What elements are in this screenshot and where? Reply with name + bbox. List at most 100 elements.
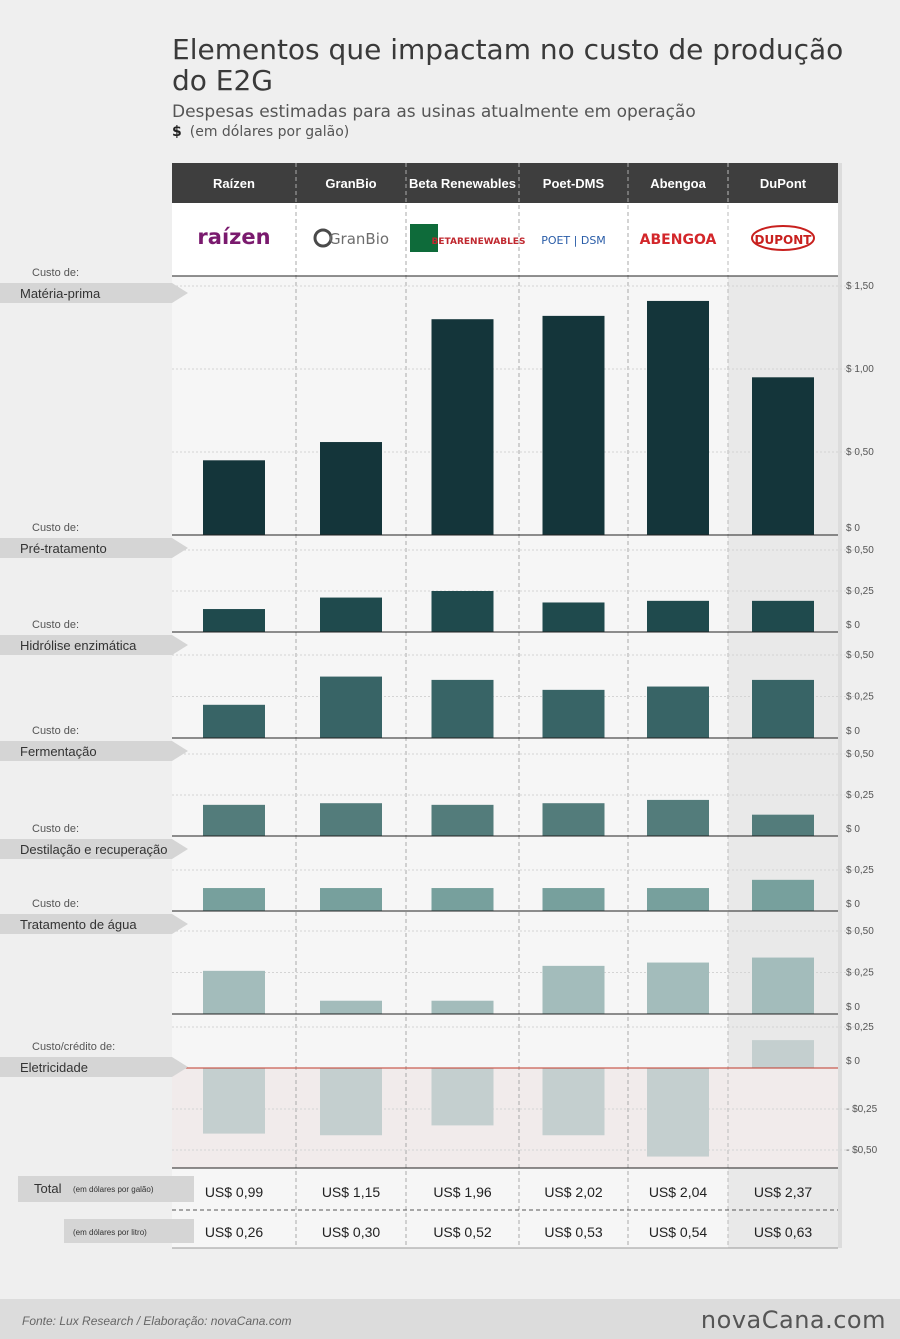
panel-prefix-label: Custo de: (32, 619, 79, 631)
total-per-liter: US$ 0,26 (205, 1224, 264, 1240)
beta-renewables-mark-icon (410, 224, 438, 252)
total-tag-background (18, 1176, 194, 1202)
y-tick-label: $ 0,25 (846, 865, 874, 876)
chart-shadow (838, 163, 842, 1248)
bar-4-0 (203, 888, 265, 911)
panel-prefix-label: Custo de: (32, 898, 79, 910)
y-tick-label: $ 0,25 (846, 586, 874, 597)
bar-1-2 (431, 591, 494, 632)
y-tick-label: $ 0,25 (846, 790, 874, 801)
y-tick-label: $ 0 (846, 620, 860, 631)
bar-4-2 (431, 888, 494, 911)
panel-tag-background (0, 914, 188, 934)
y-tick-label: - $0,50 (846, 1145, 878, 1156)
total-per-liter: US$ 0,30 (322, 1224, 381, 1240)
company-logo: DUPONT (755, 233, 813, 247)
panel-name-label: Matéria-prima (20, 286, 101, 301)
company-logo: ABENGOA (640, 232, 717, 248)
bar-3-1 (320, 803, 382, 836)
bar-5-0 (203, 970, 265, 1014)
y-tick-label: $ 0 (846, 523, 860, 534)
bar-0-4 (647, 300, 709, 535)
bar-2-5 (752, 679, 814, 738)
bar-5-3 (542, 965, 605, 1014)
bar-6-0 (203, 1068, 265, 1134)
unit-symbol: $ (172, 124, 182, 140)
y-tick-label: $ 0,50 (846, 650, 874, 661)
bar-4-4 (647, 888, 709, 911)
bar-6-4 (647, 1068, 709, 1157)
bar-4-1 (320, 888, 382, 911)
company-logo: GranBio (329, 230, 389, 248)
bar-2-0 (203, 704, 265, 738)
bar-0-2 (431, 319, 494, 535)
header-company-name: Poet-DMS (543, 176, 605, 191)
bar-1-0 (203, 609, 265, 632)
total-per-gallon: US$ 1,15 (322, 1184, 381, 1200)
bar-5-2 (431, 1000, 494, 1014)
bar-0-5 (752, 377, 814, 535)
bar-3-0 (203, 804, 265, 836)
dupont-oval-icon (751, 225, 815, 251)
y-tick-label: $ 0,25 (846, 1022, 874, 1033)
total-liter-note: (em dólares por litro) (73, 1228, 147, 1237)
panel-tag-background (0, 538, 188, 558)
panel-name-label: Hidrólise enzimática (20, 638, 137, 653)
bar-3-4 (647, 799, 709, 836)
total-per-liter: US$ 0,63 (754, 1224, 813, 1240)
bar-2-4 (647, 686, 709, 738)
header-company-name: Beta Renewables (409, 176, 516, 191)
y-tick-label: $ 1,50 (846, 281, 874, 292)
y-tick-label: $ 0 (846, 1056, 860, 1067)
unit-note: $ (em dólares por galão) (172, 124, 349, 140)
panel-name-label: Tratamento de água (20, 917, 137, 932)
bar-3-5 (752, 814, 814, 836)
y-tick-label: $ 0 (846, 1002, 860, 1013)
bar-5-5 (752, 957, 814, 1014)
header-company-name: Raízen (213, 176, 255, 191)
total-per-gallon: US$ 1,96 (433, 1184, 492, 1200)
bar-3-2 (431, 804, 494, 836)
cost-chart: Raízen raízen GranBio GranBio Beta Renewable… (0, 163, 878, 1249)
panel-tag-background (0, 635, 188, 655)
bar-0-1 (320, 442, 382, 535)
total-per-gallon: US$ 0,99 (205, 1184, 264, 1200)
panel-prefix-label: Custo de: (32, 267, 79, 279)
total-label: Total (34, 1181, 62, 1196)
liter-tag-background (64, 1219, 194, 1243)
total-per-liter: US$ 0,53 (544, 1224, 603, 1240)
header-company-name: GranBio (325, 176, 376, 191)
total-gallon-note: (em dólares por galão) (73, 1185, 154, 1194)
panel-prefix-label: Custo de: (32, 823, 79, 835)
company-logo: BETARENEWABLES (432, 237, 526, 247)
bar-4-3 (542, 888, 605, 911)
logo-row-background (172, 203, 838, 276)
total-per-gallon: US$ 2,37 (754, 1184, 813, 1200)
panel-prefix-label: Custo/crédito de: (32, 1041, 115, 1053)
y-tick-label: $ 0 (846, 824, 860, 835)
y-tick-label: $ 1,00 (846, 364, 874, 375)
header-row (172, 163, 838, 203)
bar-2-3 (542, 689, 605, 738)
y-tick-label: $ 0,50 (846, 447, 874, 458)
negative-zone (172, 1068, 838, 1168)
panel-prefix-label: Custo de: (32, 725, 79, 737)
bar-6-1 (320, 1068, 382, 1136)
panel-tag-background (0, 283, 188, 303)
bar-6-2 (431, 1068, 494, 1126)
bar-1-3 (542, 602, 605, 632)
panel-prefix-label: Custo de: (32, 522, 79, 534)
chart-background (172, 163, 838, 1248)
footer-bar (0, 1299, 900, 1339)
bar-6-5 (752, 1040, 814, 1068)
bar-6-3 (542, 1068, 605, 1136)
y-tick-label: - $0,25 (846, 1104, 878, 1115)
chart-subtitle: Despesas estimadas para as usinas atualm… (172, 102, 696, 122)
y-tick-label: $ 0,50 (846, 926, 874, 937)
total-per-liter: US$ 0,54 (649, 1224, 708, 1240)
panel-tag-background (0, 839, 188, 859)
y-tick-label: $ 0 (846, 899, 860, 910)
y-tick-label: $ 0,50 (846, 545, 874, 556)
panel-tag-background (0, 741, 188, 761)
total-per-gallon: US$ 2,04 (649, 1184, 708, 1200)
